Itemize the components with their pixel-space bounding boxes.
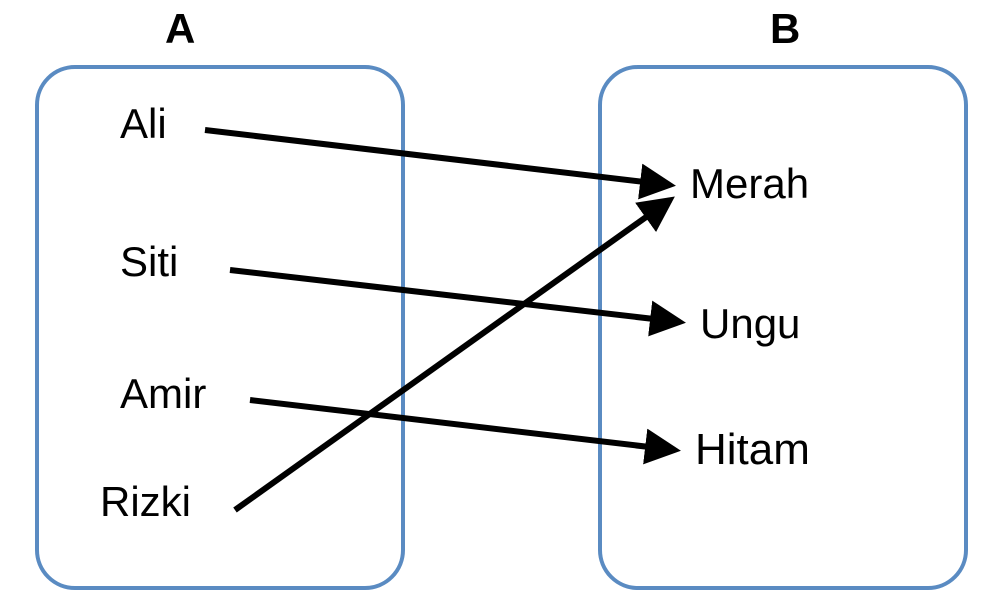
set-a-element: Rizki	[100, 478, 191, 526]
set-a-label: A	[165, 5, 195, 53]
set-a-box	[35, 65, 405, 590]
set-b-element: Hitam	[695, 425, 810, 475]
mapping-diagram: A B Ali Siti Amir Rizki Merah Ungu Hitam	[0, 0, 1000, 600]
set-b-element: Merah	[690, 160, 809, 208]
set-a-element: Amir	[120, 370, 206, 418]
set-a-element: Ali	[120, 100, 167, 148]
set-a-element: Siti	[120, 238, 178, 286]
set-b-label: B	[770, 5, 800, 53]
set-b-element: Ungu	[700, 300, 800, 348]
